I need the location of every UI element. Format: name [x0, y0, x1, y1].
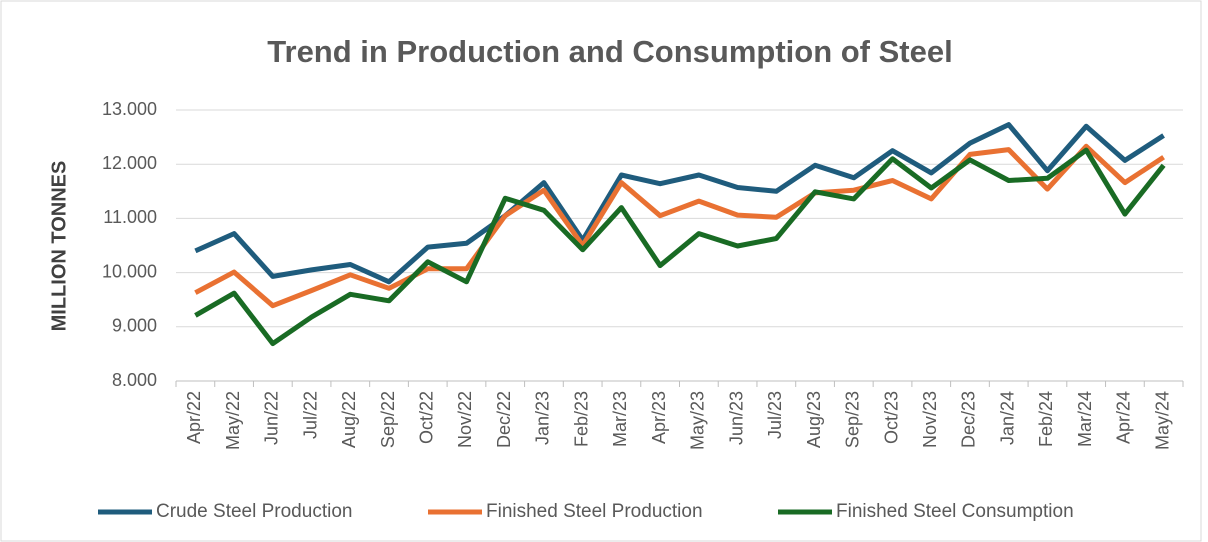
x-tick-label: May/24	[1152, 391, 1172, 450]
x-tick-label: Apr/23	[649, 391, 669, 444]
line-series	[194, 122, 1165, 285]
x-tick-label: Jan/24	[997, 391, 1017, 445]
chart-title: Trend in Production and Consumption of S…	[267, 34, 952, 69]
y-axis-label: MILLION TONNES	[48, 161, 70, 332]
x-tick-label: Jan/23	[533, 391, 553, 445]
line-series	[194, 143, 1165, 309]
x-tick-label: Jun/22	[262, 391, 282, 445]
x-tick-label: Oct/22	[417, 391, 437, 444]
legend-label: Finished Steel Production	[486, 501, 703, 522]
x-tick-label: Jul/23	[765, 391, 785, 439]
x-tick-label: Nov/22	[455, 391, 475, 448]
x-tick-label: May/23	[688, 391, 708, 450]
x-tick-label: Apr/22	[184, 391, 204, 444]
line-series	[194, 147, 1166, 347]
legend-label: Crude Steel Production	[156, 501, 352, 522]
y-tick-label: 10.000	[102, 261, 157, 281]
x-tick-label: May/22	[223, 391, 243, 450]
y-tick-label: 9.000	[112, 316, 157, 336]
y-tick-label: 11.000	[103, 207, 157, 227]
x-tick-label: Dec/23	[959, 391, 979, 448]
x-tick-label: Feb/24	[1036, 391, 1056, 447]
x-tick-label: Feb/23	[571, 391, 591, 447]
y-tick-label: 12.000	[102, 153, 157, 173]
x-tick-label: Aug/23	[804, 391, 824, 448]
x-tick-label: Mar/24	[1075, 391, 1095, 447]
y-tick-label: 13.000	[102, 99, 157, 119]
x-tick-label: Jul/22	[300, 391, 320, 439]
x-tick-label: Sep/23	[843, 391, 863, 448]
x-tick-label: Apr/24	[1114, 391, 1134, 444]
x-tick-label: Jun/23	[726, 391, 746, 445]
x-tick-label: Mar/23	[610, 391, 630, 447]
y-tick-label: 8.000	[112, 370, 157, 390]
x-tick-label: Sep/22	[378, 391, 398, 448]
x-tick-label: Aug/22	[339, 391, 359, 448]
x-tick-label: Dec/22	[494, 391, 514, 448]
x-tick-label: Nov/23	[920, 391, 940, 448]
legend-label: Finished Steel Consumption	[836, 501, 1074, 522]
x-tick-label: Oct/23	[881, 391, 901, 444]
